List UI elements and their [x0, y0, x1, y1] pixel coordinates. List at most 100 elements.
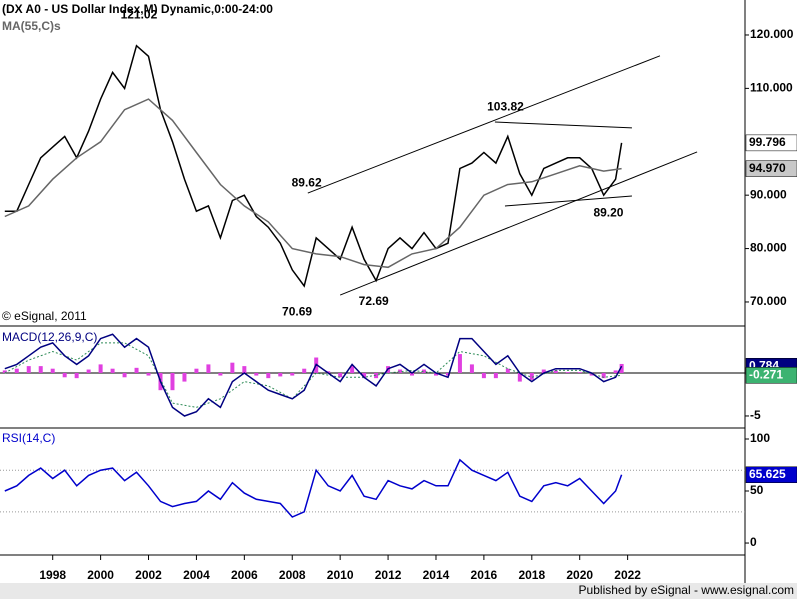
histogram-bar	[2, 370, 7, 373]
histogram-bar	[350, 366, 355, 373]
trend-line	[307, 55, 661, 194]
histogram-bar	[469, 364, 474, 373]
histogram-bar	[619, 363, 624, 373]
price-last-label-box	[745, 134, 797, 152]
ma-line	[4, 98, 622, 269]
macd-line	[4, 333, 623, 417]
ma-last-label-box	[745, 160, 797, 177]
signal-line	[4, 342, 622, 408]
histogram-bar	[398, 369, 403, 373]
histogram-bar	[206, 364, 211, 373]
histogram-bar	[529, 372, 534, 380]
histogram-bar	[278, 372, 283, 377]
price-last-label: 99.796	[749, 135, 786, 149]
y-tick-label: 70.000	[750, 294, 787, 308]
histogram-bar	[433, 372, 438, 376]
signal-last-label: -0.271	[749, 367, 783, 381]
footer: Published by eSignal - www.esignal.com	[579, 583, 794, 597]
watermark: © eSignal, 2011	[2, 309, 87, 323]
x-tick-label: 2018	[518, 568, 545, 582]
annotation: 89.20	[593, 206, 623, 220]
histogram-bar	[218, 372, 223, 376]
trend-line	[339, 151, 698, 296]
y-tick-label: 0	[750, 535, 757, 549]
histogram-bar	[445, 372, 450, 376]
x-tick-label: 2002	[135, 568, 162, 582]
x-tick-label: 2020	[566, 568, 593, 582]
histogram-bar	[517, 372, 522, 382]
rsi-last-label: 65.625	[749, 467, 786, 481]
histogram-bar	[62, 372, 67, 378]
histogram-bar	[194, 368, 199, 373]
annotation: 72.69	[359, 294, 389, 308]
histogram-bar	[86, 369, 91, 373]
histogram-bar	[290, 372, 295, 376]
signal-last-label-box	[745, 367, 797, 384]
histogram-bar	[553, 370, 558, 373]
y-tick-label: 90.000	[750, 187, 787, 201]
x-tick-label: 2022	[614, 568, 641, 582]
histogram-bar	[230, 362, 235, 373]
histogram-bar	[110, 368, 115, 373]
chart-title: (DX A0 - US Dollar Index,M) Dynamic,0:00…	[2, 2, 273, 16]
histogram-bar	[374, 372, 379, 379]
histogram-bar	[577, 372, 582, 373]
y-tick-label: 50	[750, 483, 764, 497]
histogram-bar	[26, 366, 31, 373]
ma-last-label: 94.970	[749, 161, 786, 175]
histogram-bar	[481, 372, 486, 379]
histogram-bar	[601, 372, 606, 379]
histogram-bar	[613, 370, 618, 373]
price-line	[4, 44, 623, 288]
histogram-bar	[457, 354, 462, 373]
trend-line	[504, 195, 632, 207]
y-tick-label: -5	[750, 408, 761, 422]
histogram-bar	[242, 366, 247, 373]
x-tick-label: 2006	[231, 568, 258, 582]
y-tick-label: 110.000	[750, 81, 793, 95]
histogram-bar	[541, 369, 546, 373]
histogram-bar	[254, 372, 259, 376]
trend-line	[494, 121, 632, 129]
histogram-bar	[338, 372, 343, 378]
histogram-bar	[98, 364, 103, 373]
histogram-bar	[505, 368, 510, 373]
histogram-bar	[38, 366, 43, 373]
rsi-title: RSI(14,C)	[2, 431, 55, 445]
histogram-bar	[134, 367, 139, 373]
y-tick-label: 100	[750, 431, 770, 445]
histogram-bar	[410, 372, 415, 376]
histogram-bar	[362, 372, 367, 379]
histogram-bar	[182, 372, 187, 382]
histogram-bar	[565, 372, 570, 373]
x-tick-label: 1998	[39, 568, 66, 582]
x-tick-label: 2004	[183, 568, 210, 582]
y-tick-label: 80.000	[750, 241, 787, 255]
histogram-bar	[302, 368, 307, 373]
histogram-bar	[266, 372, 271, 379]
macd-title: MACD(12,26,9,C)	[2, 330, 97, 344]
histogram-bar	[493, 372, 498, 379]
histogram-bar	[74, 372, 79, 379]
x-tick-label: 2000	[87, 568, 114, 582]
annotation: 103.82	[487, 100, 524, 114]
annotation: 70.69	[282, 304, 312, 318]
histogram-bar	[14, 368, 19, 373]
histogram-bar	[146, 372, 151, 376]
x-tick-label: 2012	[375, 568, 402, 582]
footer-bar	[0, 583, 797, 599]
histogram-bar	[122, 372, 127, 378]
legend-ma: MA(55,C)s	[2, 19, 61, 33]
x-tick-label: 2014	[423, 568, 450, 582]
annotation: 121.02	[121, 8, 158, 22]
x-tick-label: 2010	[327, 568, 354, 582]
x-tick-label: 2008	[279, 568, 306, 582]
rsi-line	[4, 458, 623, 518]
histogram-bar	[170, 372, 175, 391]
rsi-last-label-box	[745, 466, 797, 484]
annotation: 89.62	[292, 175, 322, 189]
y-tick-label: 120.000	[750, 27, 794, 41]
x-tick-label: 2016	[471, 568, 498, 582]
